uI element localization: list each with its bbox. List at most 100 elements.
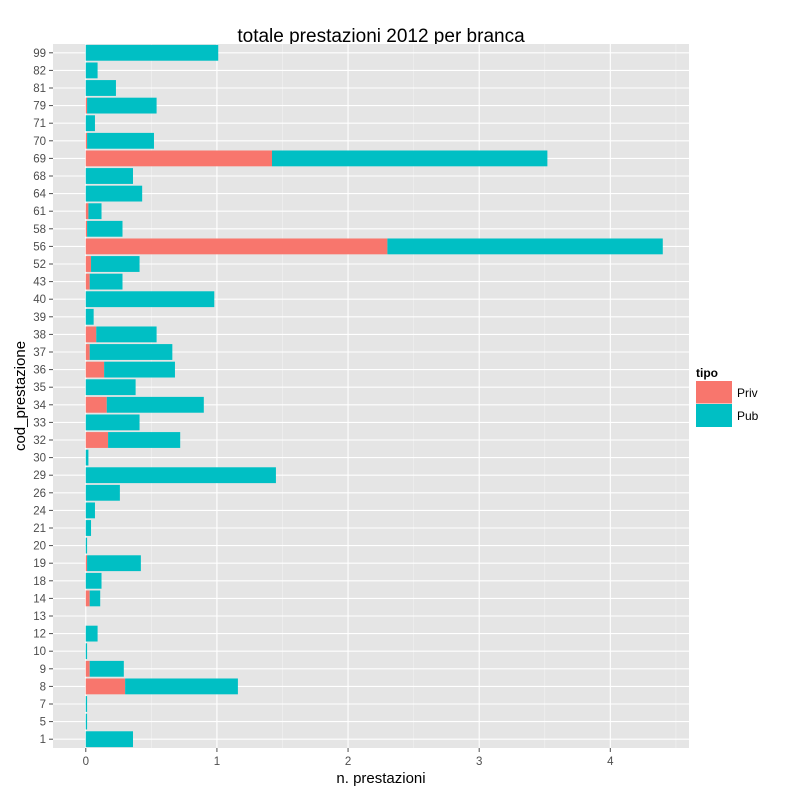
y-tick-label: 30 xyxy=(33,453,46,465)
bar-pub-81 xyxy=(85,80,116,96)
y-tick-label: 68 xyxy=(33,171,46,183)
y-tick-label: 12 xyxy=(33,629,46,641)
bar-pub-52 xyxy=(91,256,140,272)
y-tick-label: 56 xyxy=(33,241,46,253)
bar-pub-38 xyxy=(96,326,157,343)
bar-pub-58 xyxy=(87,220,123,237)
bar-pub-39 xyxy=(85,308,94,325)
y-tick-label: 79 xyxy=(33,101,46,113)
y-tick-label: 58 xyxy=(33,224,46,236)
y-tick-label: 38 xyxy=(33,329,46,341)
y-tick-label: 37 xyxy=(33,347,46,359)
y-axis-title: cod_prestazione xyxy=(12,341,29,451)
legend-key-pub xyxy=(696,404,732,427)
bar-priv-56 xyxy=(85,238,388,255)
bar-priv-34 xyxy=(85,396,107,413)
bar-priv-8 xyxy=(85,678,126,695)
bar-pub-18 xyxy=(85,572,102,589)
bar-priv-38 xyxy=(85,326,97,343)
y-tick-label: 1 xyxy=(40,734,46,746)
bar-pub-14 xyxy=(89,590,101,607)
y-tick-label: 9 xyxy=(40,664,46,676)
bar-pub-5 xyxy=(85,713,88,730)
bar-pub-8 xyxy=(125,678,238,695)
bar-pub-33 xyxy=(85,414,140,431)
y-tick-label: 40 xyxy=(33,294,46,306)
bar-priv-79 xyxy=(85,97,88,114)
y-tick-label: 20 xyxy=(33,541,46,553)
y-tick-label: 21 xyxy=(33,523,46,535)
legend-label-priv: Priv xyxy=(737,386,758,400)
bar-pub-70 xyxy=(87,132,154,149)
x-tick-label: 0 xyxy=(83,756,89,768)
bar-pub-79 xyxy=(87,97,157,114)
y-tick-label: 8 xyxy=(40,681,46,693)
bar-pub-29 xyxy=(85,467,276,484)
legend-title: tipo xyxy=(696,366,718,380)
bar-pub-26 xyxy=(85,484,120,501)
bar-priv-69 xyxy=(85,150,272,167)
x-tick-label: 2 xyxy=(345,756,351,768)
bar-pub-82 xyxy=(85,62,98,79)
bar-priv-32 xyxy=(85,432,109,448)
bar-pub-7 xyxy=(85,696,88,712)
y-tick-label: 99 xyxy=(33,48,46,60)
bar-pub-61 xyxy=(88,203,102,220)
y-tick-label: 34 xyxy=(33,400,46,412)
bar-pub-30 xyxy=(85,449,89,466)
bar-priv-43 xyxy=(85,273,90,290)
y-tick-label: 61 xyxy=(33,206,46,218)
legend-key-priv xyxy=(696,381,732,404)
bar-priv-37 xyxy=(85,344,90,360)
legend: tipo Priv Pub xyxy=(695,366,759,428)
bar-pub-35 xyxy=(85,379,136,396)
bar-pub-19 xyxy=(87,555,141,572)
bar-priv-19 xyxy=(85,555,88,572)
legend-label-pub: Pub xyxy=(737,409,759,423)
y-tick-label: 10 xyxy=(33,646,46,658)
y-tick-label: 29 xyxy=(33,470,46,482)
bar-pub-10 xyxy=(85,643,88,660)
bar-pub-40 xyxy=(85,291,215,308)
x-tick-label: 4 xyxy=(607,756,614,768)
x-tick-label: 3 xyxy=(476,756,482,768)
y-tick-label: 69 xyxy=(33,153,46,165)
y-tick-label: 81 xyxy=(33,83,46,95)
bar-pub-9 xyxy=(89,660,124,677)
bar-pub-34 xyxy=(106,396,204,413)
y-tick-label: 18 xyxy=(33,576,46,588)
y-tick-label: 70 xyxy=(33,136,46,148)
y-tick-label: 13 xyxy=(33,611,46,623)
bar-pub-64 xyxy=(85,185,143,202)
y-tick-label: 26 xyxy=(33,488,46,500)
y-axis-ticks: 1 5 7 8 9 10 12 13 14 18 19 20 21 24 26 29 30 32 33 34 35 36 3… xyxy=(33,48,53,746)
bar-priv-9 xyxy=(85,660,90,677)
bar-priv-36 xyxy=(85,361,105,378)
bar-priv-58 xyxy=(85,220,88,237)
bar-pub-24 xyxy=(85,502,95,519)
bar-pub-69 xyxy=(271,150,548,167)
bar-priv-52 xyxy=(85,256,92,272)
y-tick-label: 33 xyxy=(33,417,46,429)
bar-priv-70 xyxy=(85,132,88,149)
bar-pub-37 xyxy=(89,344,173,360)
bar-priv-14 xyxy=(85,590,90,607)
y-tick-label: 82 xyxy=(33,65,46,77)
y-tick-label: 52 xyxy=(33,259,46,271)
y-tick-label: 24 xyxy=(33,505,46,517)
bar-pub-1 xyxy=(85,731,133,748)
bar-pub-43 xyxy=(89,273,123,290)
bar-pub-71 xyxy=(85,115,95,132)
y-tick-label: 35 xyxy=(33,382,46,394)
bar-pub-21 xyxy=(85,520,92,536)
x-tick-label: 1 xyxy=(214,756,220,768)
bars xyxy=(85,44,663,748)
x-axis-ticks: 0 1 2 3 4 xyxy=(83,748,614,768)
y-tick-label: 64 xyxy=(33,189,46,201)
bar-priv-61 xyxy=(85,203,89,220)
y-tick-label: 36 xyxy=(33,365,46,377)
y-tick-label: 19 xyxy=(33,558,46,570)
y-tick-label: 39 xyxy=(33,312,46,324)
x-axis-title: n. prestazioni xyxy=(336,770,425,787)
